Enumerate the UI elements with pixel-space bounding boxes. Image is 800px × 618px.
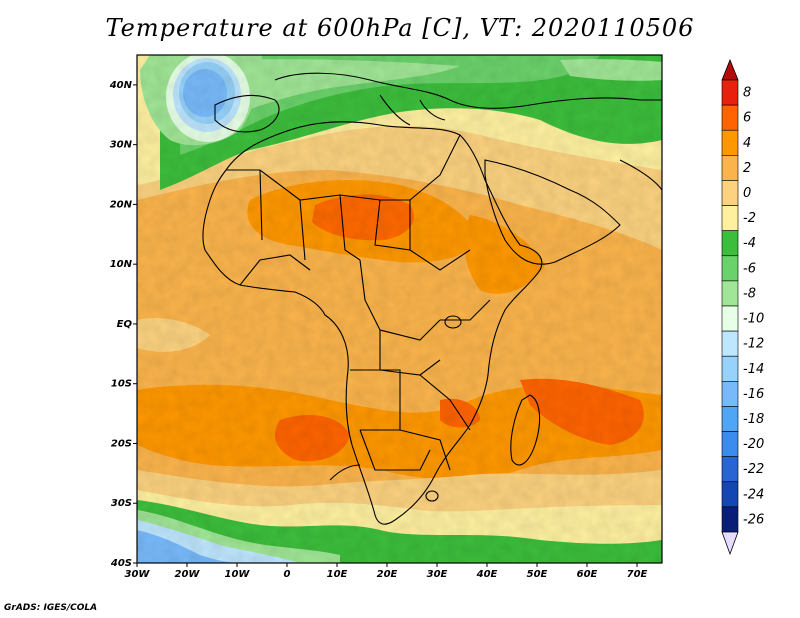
colorbar-swatch	[721, 481, 739, 508]
colorbar-label: -14	[743, 362, 764, 377]
colorbar-label: -8	[743, 286, 756, 301]
colorbar-swatch	[721, 406, 739, 432]
colorbar-swatch	[721, 381, 739, 407]
colorbar-swatch	[721, 79, 739, 106]
colorbar-swatch	[721, 280, 739, 307]
colorbar-label: -12	[743, 337, 764, 352]
colorbar-bottom-arrow	[721, 531, 739, 556]
colorbar-swatch	[721, 255, 739, 282]
y-tick-label: 20S	[111, 438, 132, 449]
x-tick-label: 0	[284, 569, 291, 580]
colorbar-swatch	[721, 330, 739, 357]
plot-title: Temperature at 600hPa [C], VT: 202011050…	[105, 14, 695, 42]
colorbar-label: -16	[743, 387, 764, 402]
colorbar-top-arrow	[721, 58, 739, 81]
colorbar-label: 6	[743, 111, 751, 126]
colorbar-label: -18	[743, 412, 764, 427]
colorbar-label: -4	[743, 236, 756, 251]
credit-text: GrADS: IGES/COLA	[4, 603, 98, 613]
colorbar-swatch	[721, 431, 739, 457]
x-tick-label: 30W	[125, 569, 151, 580]
x-tick-label: 40E	[476, 569, 498, 580]
y-tick-label: 30S	[111, 498, 132, 509]
x-tick-label: 30E	[427, 569, 448, 580]
colorbar-label: -20	[743, 437, 764, 452]
y-tick-label: 10N	[110, 259, 133, 270]
colorbar-label: 8	[743, 86, 751, 101]
y-tick-label: 20N	[110, 199, 133, 210]
colorbar-label: -22	[743, 462, 764, 477]
colorbar-swatch	[721, 180, 739, 206]
colorbar-swatch	[721, 355, 739, 382]
x-tick-label: 50E	[527, 569, 548, 580]
plot-frame	[136, 54, 663, 564]
colorbar-swatch	[721, 506, 739, 533]
colorbar-swatch	[721, 456, 739, 483]
coastlines	[202, 72, 662, 525]
colorbar-label: -24	[743, 487, 764, 502]
x-axis: 30W 20W 10W 0 10E 20E 30E 40E 50E 60E 70E	[125, 563, 648, 580]
colorbar-label: 0	[743, 186, 751, 201]
x-tick-label: 60E	[577, 569, 598, 580]
colorbar-label: -6	[743, 261, 756, 276]
colorbar-swatch	[721, 129, 739, 156]
colorbar-label: 4	[743, 136, 751, 151]
colorbar-swatch	[721, 230, 739, 257]
colorbar-swatch	[721, 205, 739, 231]
y-axis: 40N 30N 20N 10N EQ 10S 20S 30S 40S	[109, 80, 137, 569]
colorbar-label: -26	[743, 512, 764, 527]
x-tick-label: 20W	[175, 569, 201, 580]
x-tick-label: 10W	[225, 569, 251, 580]
y-tick-label: 30N	[110, 140, 133, 151]
x-tick-label: 10E	[327, 569, 348, 580]
colorbar-swatch	[721, 104, 739, 131]
temperature-field	[137, 55, 662, 563]
y-tick-label: EQ	[117, 319, 133, 330]
y-tick-label: 40N	[109, 80, 133, 91]
colorbar-label: -10	[743, 312, 764, 327]
colorbar-label: 2	[743, 161, 751, 176]
colorbar-swatch	[721, 305, 739, 332]
colorbar-label: -2	[743, 211, 756, 226]
y-tick-label: 40S	[110, 558, 132, 569]
colorbar-swatch	[721, 155, 739, 181]
y-tick-label: 10S	[111, 379, 132, 390]
x-tick-label: 70E	[627, 569, 648, 580]
colorbar: 8 6 4 2 0 -2 -4 -6 -8 -10 -12 -14 -16 -18 -20 -22 -24 -26	[721, 58, 764, 556]
x-tick-label: 20E	[377, 569, 398, 580]
